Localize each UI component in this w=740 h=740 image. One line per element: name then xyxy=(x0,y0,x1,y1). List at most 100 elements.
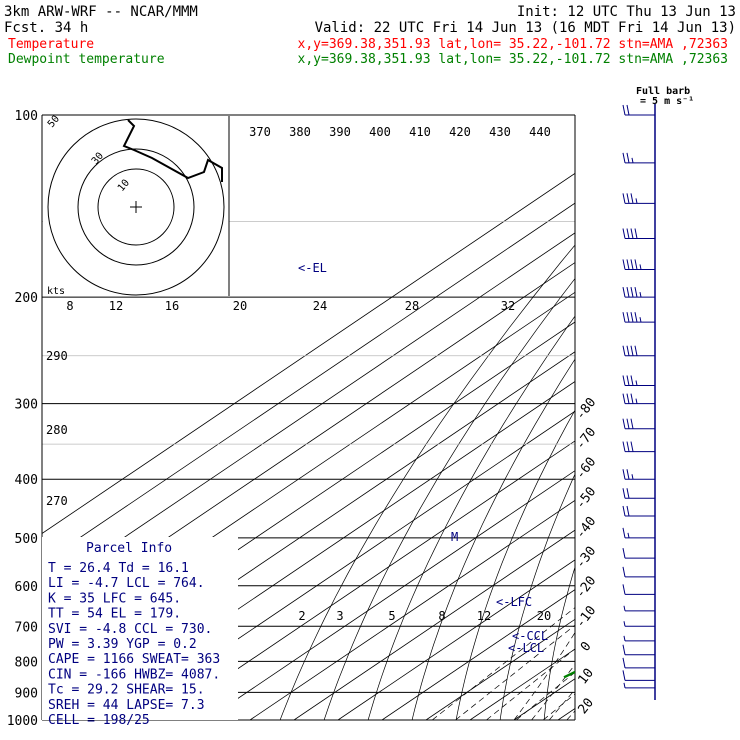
full-barb-value: = 5 m s⁻¹ xyxy=(640,96,694,107)
isotherm-line xyxy=(646,115,740,720)
wind-barb-half-flag xyxy=(635,398,638,404)
wind-barb-half-flag xyxy=(631,474,634,480)
hodograph-ring xyxy=(47,118,225,296)
wind-barb-flag xyxy=(630,375,634,386)
wind-barb-flag xyxy=(626,259,630,270)
theta-label: 380 xyxy=(289,125,311,139)
wind-barb-flag xyxy=(630,259,634,270)
level-annotations: <-EL <-LFC <-CCL <-LCL M kts Full barb =… xyxy=(47,86,694,655)
wind-barb-flag xyxy=(630,345,634,356)
wind-barb-flag xyxy=(622,548,626,559)
pressure-tick-label: 300 xyxy=(15,398,38,413)
wind-barb-flag xyxy=(626,375,630,386)
wind-barb-flag xyxy=(630,441,634,452)
temperature-location: x,y=369.38,351.93 lat,lon= 35.22,-101.72… xyxy=(298,37,728,52)
hodograph-speed-label: 8 xyxy=(66,299,73,313)
mixing-ratio-label: 8 xyxy=(438,609,445,623)
mixing-ratio-label: 5 xyxy=(388,609,395,623)
isotherm-label: 10 xyxy=(576,666,597,688)
isotherm-line xyxy=(734,115,740,720)
theta-label: 400 xyxy=(369,125,391,139)
hodograph-speed-label: 28 xyxy=(405,299,419,313)
theta-left-label: 270 xyxy=(46,494,68,508)
parcel-info-row: PW = 3.39 YGP = 0.2 xyxy=(48,637,197,652)
wind-barb-flag xyxy=(626,488,630,499)
wind-barb-half-flag xyxy=(627,532,630,538)
theta-left-label: 280 xyxy=(46,423,68,437)
theta-label: 440 xyxy=(529,125,551,139)
isotherm-line xyxy=(690,115,740,720)
wind-barb-flag xyxy=(630,418,634,429)
dewpoint-legend: Dewpoint temperature xyxy=(8,52,165,67)
parcel-info-row: T = 26.4 Td = 16.1 xyxy=(48,561,189,576)
wind-barb-flag xyxy=(634,287,638,298)
parcel-info-row: TT = 54 EL = 179. xyxy=(48,607,181,622)
wind-barb-flag xyxy=(630,312,634,323)
moist-adiabat-line xyxy=(566,710,575,720)
isotherm-line xyxy=(381,589,575,720)
wind-barb-flag xyxy=(622,657,626,668)
isotherm-line xyxy=(42,172,575,534)
wind-barb-flag xyxy=(622,393,626,404)
wind-barb-flag xyxy=(622,418,626,429)
wind-barb-half-flag xyxy=(623,605,626,611)
wind-barb-flag xyxy=(626,469,630,480)
isotherm-line xyxy=(337,559,575,720)
parcel-info-row: CIN = -166 HWBZ= 4087. xyxy=(48,667,220,682)
wind-barb-flag xyxy=(626,104,630,116)
pressure-tick-label: 400 xyxy=(15,473,38,488)
hodograph-ring xyxy=(97,168,175,246)
wind-barb-flag xyxy=(634,228,638,239)
wind-barb-flag xyxy=(626,505,630,517)
wind-barb-flag xyxy=(626,418,630,429)
mixing-ratio-label: 20 xyxy=(537,609,551,623)
hodograph-speed-label: 16 xyxy=(165,299,179,313)
pressure-tick-label: 900 xyxy=(15,686,38,701)
wind-barb-flag xyxy=(622,584,626,595)
isotherm-label: -30 xyxy=(573,544,599,572)
parcel-info-row: SVI = -4.8 CCL = 730. xyxy=(48,622,212,637)
theta-label: 410 xyxy=(409,125,431,139)
wind-barb-half-flag xyxy=(631,157,634,164)
theta-label: 370 xyxy=(249,125,271,139)
isotherm-line xyxy=(42,202,575,564)
parcel-info-row: LI = -4.7 LCL = 764. xyxy=(48,576,205,591)
parcel-info-background xyxy=(42,537,238,720)
dry-adiabat-line xyxy=(588,115,740,720)
hodograph-speed-label: 24 xyxy=(313,299,327,313)
chart-title: 3km ARW-WRF -- NCAR/MMM xyxy=(4,4,198,20)
isotherm-line xyxy=(42,232,575,594)
parcel-info-row: SREH = 44 LAPSE= 7.3 xyxy=(48,698,205,713)
theta-left-label: 290 xyxy=(46,349,68,363)
m-marker: M xyxy=(451,530,458,544)
isotherm-line xyxy=(117,410,575,720)
dry-adiabat-line xyxy=(499,473,575,720)
wind-barb-half-flag xyxy=(639,317,642,323)
kts-label: kts xyxy=(47,286,65,297)
theta-label: 390 xyxy=(329,125,351,139)
ccl-marker: <-CCL xyxy=(512,629,548,643)
wind-barb-flag xyxy=(630,193,634,204)
moist-adiabat-line xyxy=(513,631,575,720)
parcel-info-row: CELL = 198/25 xyxy=(48,713,150,728)
hodograph-speed-label: 12 xyxy=(109,299,123,313)
parcel-info-row: Tc = 29.2 SHEAR= 15. xyxy=(48,683,205,698)
wind-barb-flag xyxy=(634,312,638,323)
isotherm-label: 0 xyxy=(578,639,595,654)
wind-barb-flag xyxy=(626,287,630,298)
wind-barb-flag xyxy=(630,228,634,239)
parcel-info-box: Parcel Info T = 26.4 Td = 16.1LI = -4.7 … xyxy=(42,537,238,728)
wind-barb-flag xyxy=(626,441,630,452)
wind-barb-flag xyxy=(622,259,626,270)
wind-barb-half-flag xyxy=(623,635,626,641)
pressure-tick-label: 100 xyxy=(15,109,38,124)
mixing-ratio-label: 12 xyxy=(477,609,491,623)
wind-barb-flag xyxy=(622,670,626,681)
wind-barb-flag xyxy=(622,469,626,480)
parcel-info-row: K = 35 LFC = 645. xyxy=(48,591,181,606)
isotherm-line xyxy=(161,440,575,720)
dry-adiabat-line xyxy=(279,244,575,720)
lcl-marker: <-LCL xyxy=(508,641,544,655)
wind-barb-half-flag xyxy=(623,682,626,688)
theta-label: 420 xyxy=(449,125,471,139)
